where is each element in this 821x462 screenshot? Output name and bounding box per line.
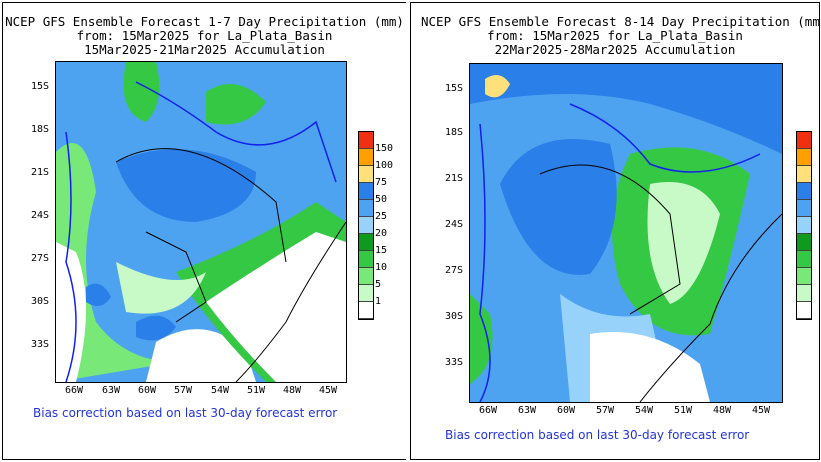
legend-label: 75 — [375, 177, 388, 188]
lon-label: 54W — [211, 385, 230, 396]
week2-panel: NCEP GFS Ensemble Forecast 8-14 Day Prec… — [410, 2, 820, 460]
color-legend — [796, 131, 812, 320]
lat-label: 15S — [445, 83, 464, 94]
lon-label: 51W — [247, 385, 266, 396]
panel-title: NCEP GFS Ensemble Forecast 8-14 Day Prec… — [421, 14, 820, 29]
lat-label: 21S — [31, 167, 50, 178]
lon-label: 66W — [65, 385, 84, 396]
bias-note: Bias correction based on last 30-day for… — [445, 428, 750, 442]
legend-label: 20 — [375, 228, 388, 239]
panel-title: NCEP GFS Ensemble Forecast 1-7 Day Preci… — [5, 14, 404, 29]
week1-panel: NCEP GFS Ensemble Forecast 1-7 Day Preci… — [2, 2, 406, 460]
lon-label: 48W — [713, 405, 732, 416]
lat-label: 18S — [445, 127, 464, 138]
legend-label: 15 — [375, 245, 388, 256]
precip-field — [56, 62, 347, 383]
lat-label: 24S — [31, 210, 50, 221]
lon-label: 45W — [752, 405, 771, 416]
lon-label: 63W — [518, 405, 537, 416]
lon-label: 54W — [635, 405, 654, 416]
legend-label: 100 — [375, 160, 394, 171]
lat-label: 27S — [445, 265, 464, 276]
panel-period: 15Mar2025-21Mar2025 Accumulation — [84, 42, 325, 57]
legend-label: 1 — [375, 296, 382, 307]
lon-label: 57W — [174, 385, 193, 396]
legend-label: 150 — [375, 143, 394, 154]
lon-label: 45W — [319, 385, 338, 396]
precip-map-week1 — [55, 61, 347, 383]
legend-label: 25 — [375, 211, 388, 222]
lon-label: 60W — [557, 405, 576, 416]
color-legend — [358, 131, 374, 320]
lat-label: 21S — [445, 173, 464, 184]
lon-label: 57W — [596, 405, 615, 416]
lat-label: 27S — [31, 253, 50, 264]
precip-field — [470, 64, 783, 403]
lat-label: 33S — [31, 339, 50, 350]
lon-label: 51W — [674, 405, 693, 416]
lat-label: 24S — [445, 219, 464, 230]
lat-label: 15S — [31, 81, 50, 92]
lat-label: 30S — [31, 296, 50, 307]
legend-label: 5 — [375, 279, 382, 290]
panel-subtitle: from: 15Mar2025 for La_Plata_Basin — [487, 28, 743, 43]
lon-label: 66W — [479, 405, 498, 416]
panel-subtitle: from: 15Mar2025 for La_Plata_Basin — [76, 28, 333, 43]
lat-label: 33S — [445, 357, 464, 368]
lon-label: 63W — [102, 385, 121, 396]
legend-label: 10 — [375, 262, 388, 273]
bias-note: Bias correction based on last 30-day for… — [33, 406, 338, 420]
precip-map-week2 — [469, 63, 783, 403]
lon-label: 60W — [138, 385, 157, 396]
legend-label: 50 — [375, 194, 388, 205]
lat-label: 18S — [31, 124, 50, 135]
lon-label: 48W — [283, 385, 302, 396]
panel-period: 22Mar2025-28Mar2025 Accumulation — [494, 42, 736, 57]
lat-label: 30S — [445, 311, 464, 322]
